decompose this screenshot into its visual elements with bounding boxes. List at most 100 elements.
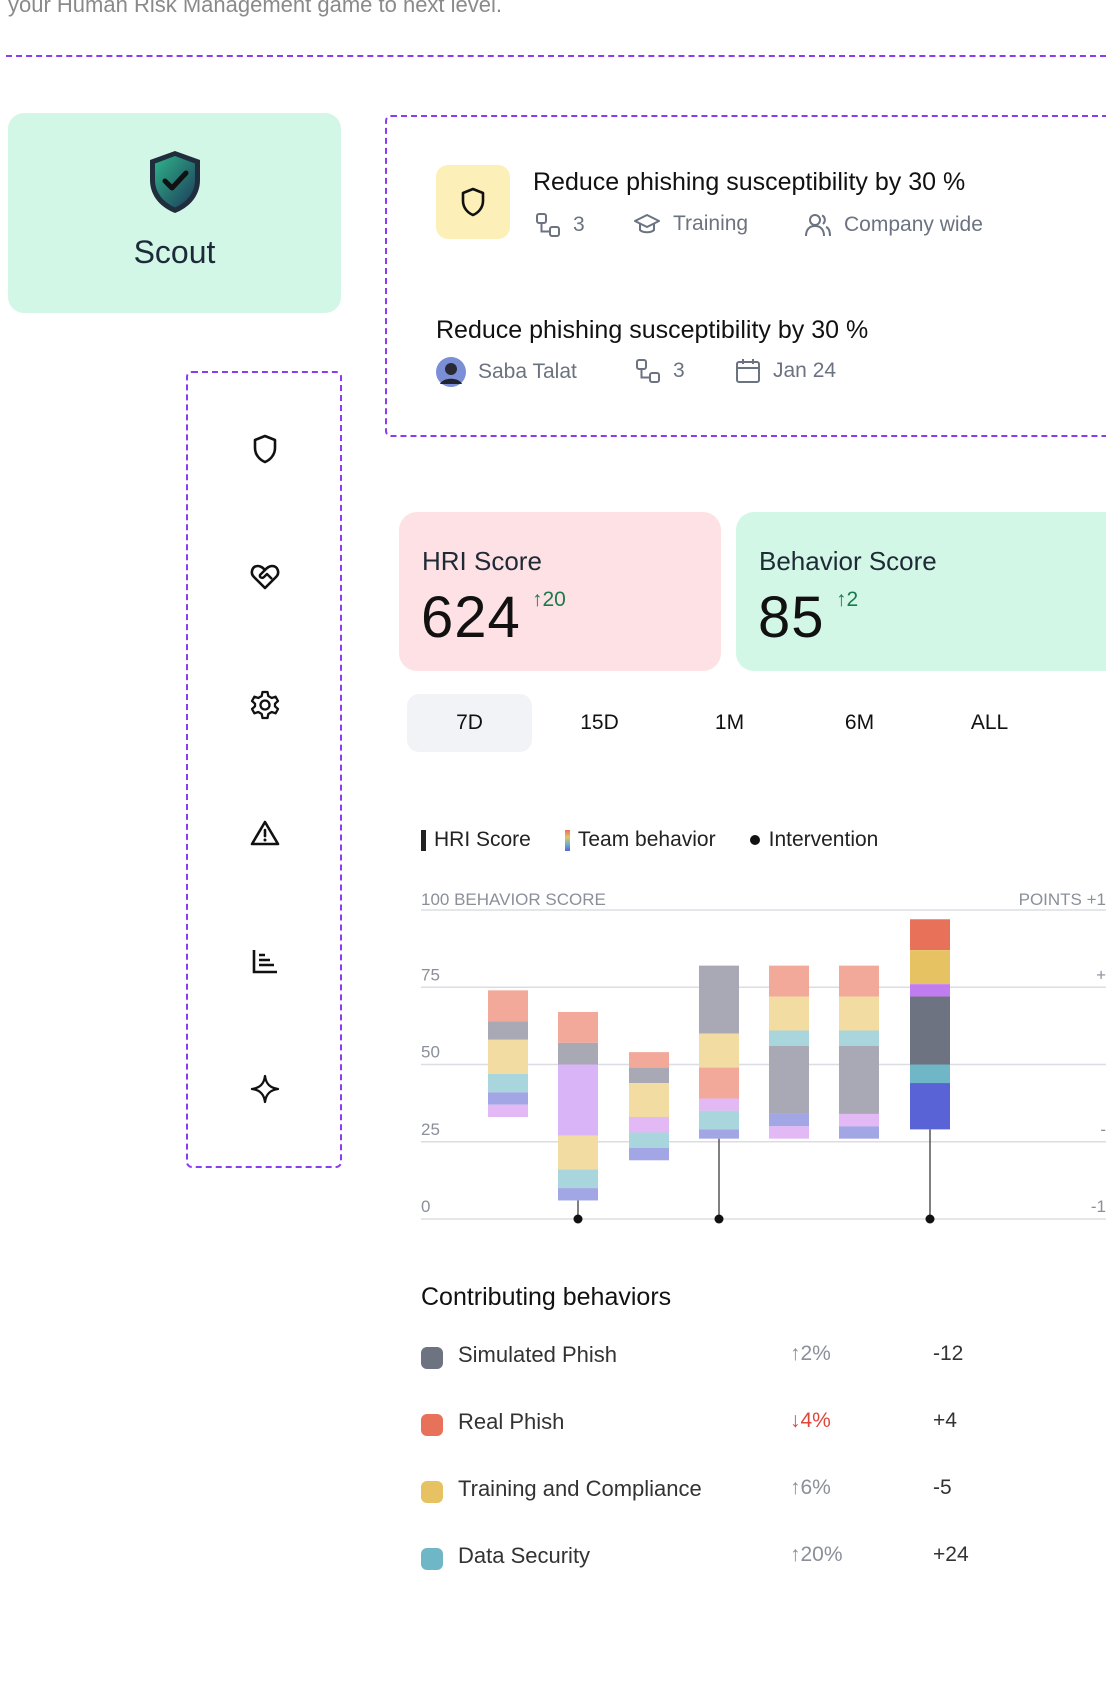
bar-segment <box>910 1064 950 1084</box>
tab-1m[interactable]: 1M <box>714 711 745 734</box>
behavior-row[interactable]: Training and Compliance ↑6% -5 <box>421 1474 1106 1508</box>
tab-15d[interactable]: 15D <box>580 711 619 734</box>
sidebar-item-settings[interactable] <box>217 656 313 754</box>
sidebar-item-ai[interactable] <box>217 1040 313 1138</box>
shield-icon <box>253 434 277 464</box>
legend-team-swatch <box>564 829 570 851</box>
behavior-row[interactable]: Simulated Phish ↑2% -12 <box>421 1340 1106 1374</box>
section-divider <box>6 55 1106 57</box>
behavior-change: ↑20% <box>790 1543 843 1566</box>
sidebar-item-alerts[interactable] <box>217 784 313 882</box>
bar-segment <box>910 984 950 997</box>
sidebar-item-security[interactable] <box>217 400 313 498</box>
calendar-icon <box>736 359 760 383</box>
bar-segment <box>769 1126 809 1139</box>
behavior-row[interactable]: Data Security ↑20% +24 <box>421 1541 1106 1575</box>
tab-all[interactable]: ALL <box>970 711 1009 734</box>
steps-icon <box>636 359 660 383</box>
bar-segment <box>839 965 879 997</box>
right-tick-label: + <box>1096 965 1106 984</box>
bar-segment <box>488 990 528 1022</box>
bar-segment <box>769 996 809 1031</box>
behavior-score-value: 85 <box>758 585 825 650</box>
bar-segment <box>699 1033 739 1068</box>
goal-1-audience: Company wide <box>804 212 983 238</box>
bar-segment <box>839 1113 879 1127</box>
bar-segment <box>839 1045 879 1114</box>
bar-segment <box>488 1021 528 1040</box>
behavior-name: Real Phish <box>458 1409 565 1434</box>
gear-icon <box>250 690 280 720</box>
sidebar-item-wellbeing[interactable] <box>217 528 313 626</box>
sidebar <box>186 371 342 1168</box>
legend-hri-swatch <box>421 829 426 851</box>
goal-1-type-label: Training <box>673 212 749 235</box>
goal-2-owner: Saba Talat <box>436 357 577 387</box>
bar-chart-icon <box>252 950 277 974</box>
legend-intervention-dot <box>749 835 760 845</box>
bar-segment <box>769 965 809 997</box>
goal-1-title[interactable]: Reduce phishing susceptibility by 30 % <box>533 168 966 196</box>
goal-1-steps: 3 <box>535 212 585 238</box>
bar-segment <box>558 1135 598 1170</box>
bar-segment <box>769 1045 809 1114</box>
tab-7d[interactable]: 7D <box>407 694 532 752</box>
behavior-change: ↑6% <box>790 1476 831 1499</box>
bar-segment <box>699 1129 739 1139</box>
goal-1-steps-count: 3 <box>573 213 585 236</box>
goal-2-title[interactable]: Reduce phishing susceptibility by 30 % <box>436 316 869 344</box>
bar-segment <box>699 1067 739 1099</box>
y-tick-label: 50 <box>421 1043 440 1062</box>
bar-segment <box>839 1030 879 1046</box>
bar-segment <box>488 1073 528 1093</box>
intro-text: your Human Risk Management game to next … <box>8 0 503 17</box>
behavior-swatch <box>421 1347 443 1369</box>
scout-name: Scout <box>133 233 216 270</box>
bar-segment <box>488 1104 528 1118</box>
left-axis-label: 100 BEHAVIOR SCORE <box>421 890 606 909</box>
behavior-score-card[interactable]: Behavior Score 85 ↑2 <box>736 512 1106 671</box>
y-tick-label: 25 <box>421 1120 440 1139</box>
bar-segment <box>769 1030 809 1046</box>
tab-6m[interactable]: 6M <box>844 711 875 734</box>
behavior-score-delta: ↑2 <box>836 588 859 611</box>
behavior-name: Simulated Phish <box>458 1342 617 1367</box>
y-tick-label: 75 <box>421 965 440 984</box>
contributing-title: Contributing behaviors <box>421 1283 672 1311</box>
bar-segment <box>910 950 950 985</box>
behavior-swatch <box>421 1481 443 1503</box>
bar-segment <box>699 1098 739 1111</box>
y-tick-label: 0 <box>421 1197 430 1216</box>
bar-segment <box>488 1092 528 1105</box>
goal-2-steps-count: 3 <box>673 359 685 382</box>
bar-segment <box>558 1169 598 1189</box>
avatar <box>436 357 466 387</box>
goal-1-audience-label: Company wide <box>844 213 983 236</box>
behavior-row[interactable]: Real Phish ↓4% +4 <box>421 1407 1106 1441</box>
legend-intervention-label: Intervention <box>768 828 879 851</box>
legend-team[interactable]: Team behavior <box>564 828 716 852</box>
behavior-change: ↑2% <box>790 1342 831 1365</box>
shield-icon <box>461 187 485 217</box>
scout-card[interactable]: Scout <box>8 113 341 313</box>
behavior-score-label: Behavior Score <box>759 546 937 576</box>
bar-segment <box>839 1126 879 1139</box>
bar-segment <box>558 1042 598 1065</box>
goal-1-type: Training <box>633 212 748 236</box>
bar-segment <box>488 1039 528 1074</box>
legend-hri[interactable]: HRI Score <box>421 828 531 852</box>
goal-2-date-label: Jan 24 <box>773 359 837 382</box>
goals-panel <box>385 115 1106 437</box>
hri-score-card[interactable]: HRI Score 624 ↑20 <box>399 512 721 671</box>
bar-segment <box>910 1083 950 1130</box>
shield-check-icon <box>149 150 200 213</box>
behavior-points: -5 <box>933 1476 952 1499</box>
right-axis-label: POINTS +1 <box>1019 890 1106 909</box>
sidebar-item-analytics[interactable] <box>217 912 313 1010</box>
warning-icon <box>250 820 280 846</box>
goal-2-owner-name: Saba Talat <box>478 360 577 383</box>
bar-segment <box>629 1117 669 1133</box>
steps-icon <box>536 213 560 237</box>
intervention-dot <box>573 1214 583 1224</box>
legend-intervention[interactable]: Intervention <box>749 828 879 852</box>
